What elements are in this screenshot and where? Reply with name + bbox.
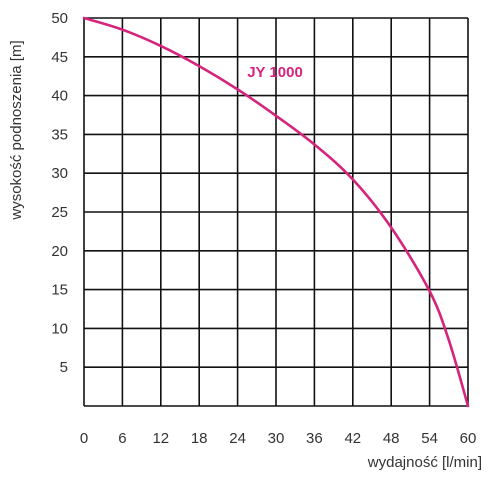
- y-tick-label: 50: [51, 10, 68, 27]
- series-label: JY 1000: [247, 64, 303, 81]
- x-tick-label: 24: [229, 430, 246, 447]
- x-tick-labels: 0 6 12 18 24 30 36 42 48 54 60: [80, 430, 477, 447]
- series-layer: JY 1000: [82, 16, 470, 408]
- y-tick-label: 10: [51, 320, 68, 337]
- x-tick-label: 30: [268, 430, 285, 447]
- y-tick-label: 15: [51, 282, 68, 299]
- x-tick-label: 6: [118, 430, 126, 447]
- x-tick-label: 54: [421, 430, 438, 447]
- x-axis-label: wydajność [l/min]: [367, 454, 482, 471]
- y-axis-label: wysokość podnoszenia [m]: [8, 40, 25, 220]
- x-tick-label: 42: [344, 430, 361, 447]
- x-tick-label: 12: [152, 430, 169, 447]
- y-tick-labels: 5 10 15 20 25 30 35 40 45 50: [51, 10, 68, 376]
- y-tick-label: 35: [51, 126, 68, 143]
- y-tick-label: 45: [51, 49, 68, 66]
- x-tick-label: 48: [383, 430, 400, 447]
- x-tick-label: 0: [80, 430, 88, 447]
- y-tick-label: 20: [51, 243, 68, 260]
- y-tick-label: 30: [51, 165, 68, 182]
- series-line-0: [82, 16, 470, 408]
- x-tick-label: 18: [191, 430, 208, 447]
- grid: [83, 17, 469, 407]
- x-tick-label: 60: [460, 430, 477, 447]
- x-tick-label: 36: [306, 430, 323, 447]
- y-tick-label: 25: [51, 204, 68, 221]
- y-tick-label: 5: [60, 359, 68, 376]
- y-tick-label: 40: [51, 88, 68, 105]
